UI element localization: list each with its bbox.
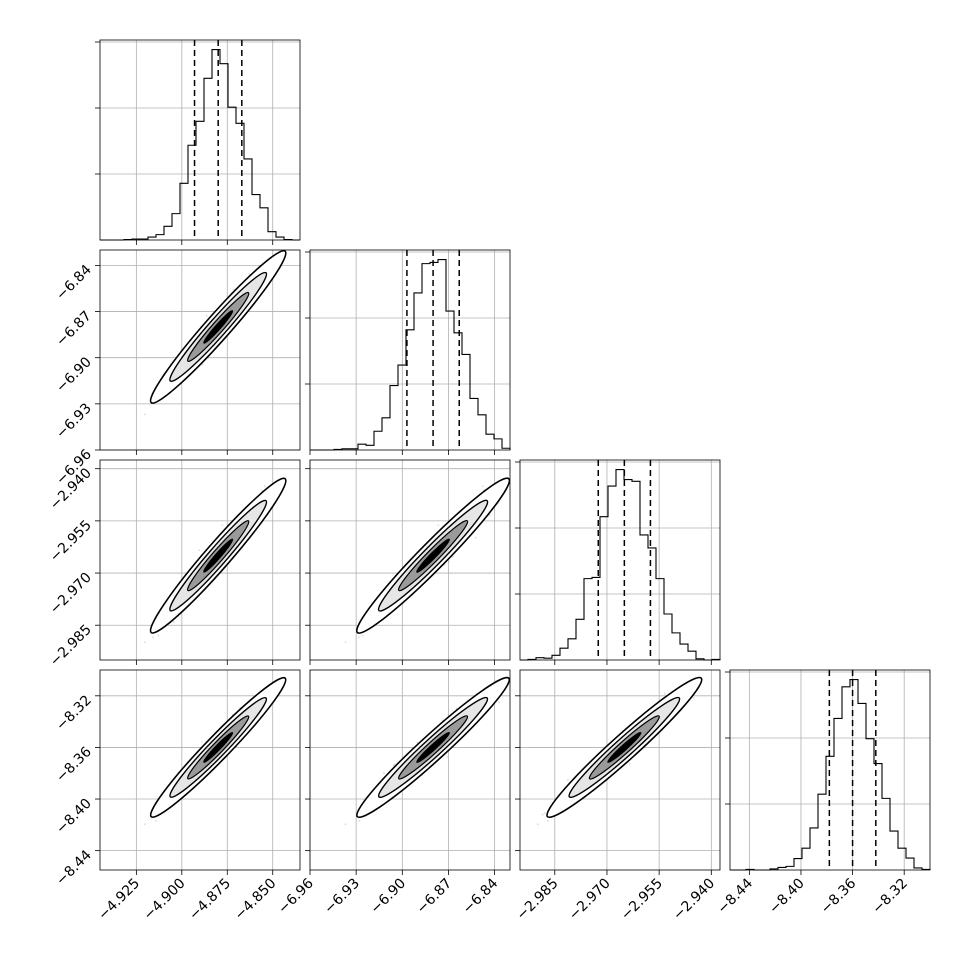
scatter-point <box>248 273 251 276</box>
scatter-panel-1-0 <box>95 249 301 455</box>
scatter-point <box>205 314 208 317</box>
histogram-line <box>100 48 300 241</box>
scatter-point <box>201 740 203 743</box>
scatter-point <box>474 536 477 539</box>
scatter-point <box>263 485 266 488</box>
scatter-panel-3-0 <box>95 669 301 875</box>
scatter-point <box>221 524 224 527</box>
scatter-point <box>143 413 146 416</box>
scatter-panel-2-0 <box>95 459 301 665</box>
scatter-point <box>437 524 440 527</box>
scatter-point <box>152 636 155 639</box>
scatter-point <box>481 485 484 488</box>
panel-frame <box>99 249 301 451</box>
histogram-panel-0 <box>95 39 301 245</box>
panel-frame <box>309 249 511 451</box>
contour-level-3 <box>203 310 234 344</box>
scatter-point <box>451 556 454 558</box>
scatter-point <box>361 634 364 637</box>
panel-frame <box>519 459 721 661</box>
scatter-point <box>198 549 201 552</box>
scatter-point <box>143 823 146 826</box>
histogram-panel-1 <box>305 249 511 455</box>
scatter-point <box>357 636 360 639</box>
scatter-point <box>143 641 146 644</box>
scatter-point <box>154 820 157 822</box>
scatter-panel-2-1 <box>305 459 511 665</box>
panel-frame <box>99 39 301 241</box>
histogram-line <box>520 468 721 661</box>
histogram-panel-2 <box>515 459 721 665</box>
histogram-line <box>310 258 511 451</box>
scatter-point <box>172 621 175 623</box>
scatter-point <box>157 634 160 637</box>
scatter-point <box>344 641 347 644</box>
scatter-point <box>448 561 450 563</box>
